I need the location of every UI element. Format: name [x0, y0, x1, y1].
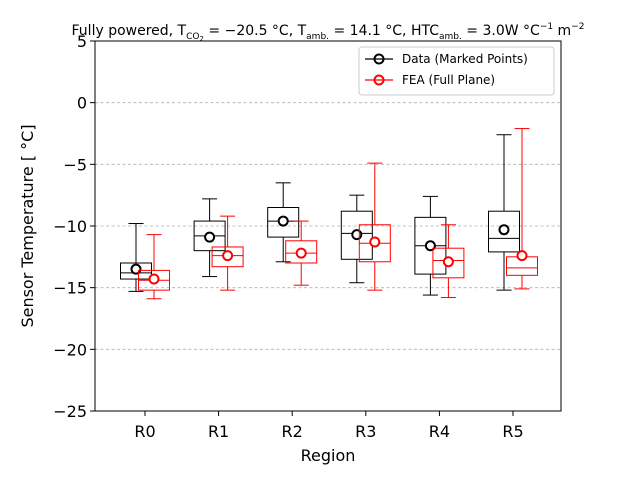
y-tick-label: −5 [63, 155, 87, 174]
mean-marker [130, 263, 142, 275]
box-data-R0 [120, 223, 152, 292]
mean-marker [148, 273, 160, 285]
x-tick-label: R0 [134, 422, 155, 441]
y-tick-label: 0 [77, 94, 87, 113]
y-tick-label: 5 [77, 32, 87, 51]
iqr-box [432, 247, 465, 279]
iqr-box [120, 262, 152, 280]
mean-marker [369, 236, 381, 248]
legend-label-data: Data (Marked Points) [402, 52, 528, 66]
x-tick-label: R3 [355, 422, 376, 441]
y-axis-ticks: 5 0 −5 −10 −15 −20 −25 [53, 32, 95, 421]
grid-lines [95, 102, 561, 350]
box-fea-R5 [506, 128, 538, 290]
x-tick-label: R4 [429, 422, 450, 441]
x-tick-label: R2 [282, 422, 303, 441]
box-data-R1 [193, 198, 226, 278]
mean-marker [204, 231, 216, 243]
mean-marker [222, 250, 234, 262]
iqr-box [211, 246, 244, 268]
box-data-R3 [340, 194, 373, 284]
legend-marker-fea [373, 74, 385, 86]
x-tick-label: R5 [502, 422, 523, 441]
box-marks [120, 128, 538, 300]
legend-marker-data [373, 53, 385, 65]
legend-label-fea: FEA (Full Plane) [402, 73, 495, 87]
x-axis-ticks: R0 R1 R2 R3 R4 R5 [134, 411, 524, 441]
box-fea-R3 [358, 162, 391, 291]
mean-marker [498, 224, 510, 236]
box-data-R2 [267, 182, 300, 263]
iqr-box [267, 207, 300, 238]
mean-marker [442, 256, 454, 268]
mean-marker [351, 229, 363, 241]
y-tick-label: −25 [53, 402, 87, 421]
y-tick-label: −10 [53, 217, 87, 236]
y-axis-label: Sensor Temperature [ °C] [18, 124, 37, 327]
x-tick-label: R1 [208, 422, 229, 441]
chart-title: Fully powered, TCO2 = −20.5 °C, Tamb. = … [72, 22, 585, 43]
mean-marker [424, 240, 436, 252]
iqr-box [340, 210, 373, 260]
iqr-box [488, 210, 520, 253]
mean-marker [516, 250, 528, 262]
legend-box [358, 46, 555, 96]
box-data-R5 [488, 134, 520, 291]
y-tick-label: −15 [53, 279, 87, 298]
mean-marker [295, 247, 307, 259]
legend: Data (Marked Points) FEA (Full Plane) [358, 46, 555, 96]
box-data-R4 [414, 195, 447, 296]
iqr-box [285, 240, 318, 264]
box-fea-R1 [211, 215, 244, 291]
box-fea-R2 [285, 220, 318, 286]
mean-marker [277, 215, 289, 227]
box-fea-R4 [432, 224, 465, 299]
y-tick-label: −20 [53, 340, 87, 359]
box-fea-R0 [138, 234, 170, 300]
x-axis-label: Region [301, 446, 356, 465]
